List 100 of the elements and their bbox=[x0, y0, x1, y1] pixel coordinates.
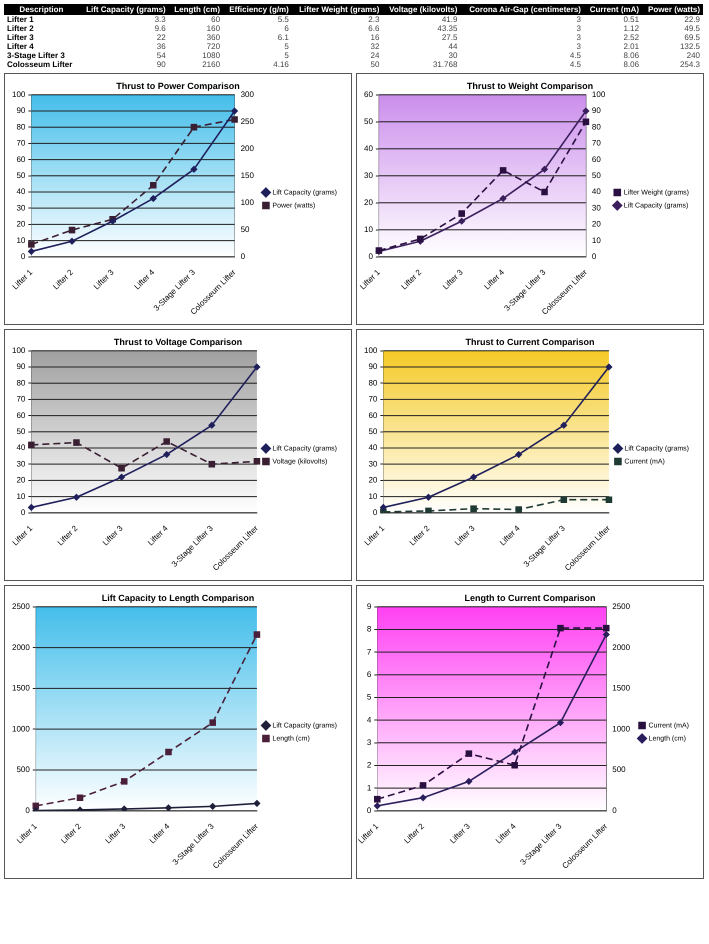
y2-tick-label: 50 bbox=[240, 224, 250, 234]
y-tick-label: 6 bbox=[366, 670, 372, 679]
y2-tick-label: 0 bbox=[612, 806, 618, 815]
y2-tick-label: 60 bbox=[592, 154, 602, 164]
y-tick-label: 3 bbox=[366, 738, 372, 747]
y2-tick-label: 20 bbox=[592, 220, 602, 229]
y-tick-label: 9 bbox=[366, 602, 372, 612]
y2-tick-label: 30 bbox=[592, 203, 602, 212]
data-label: 2160 bbox=[201, 60, 222, 69]
y-tick-label: 10 bbox=[16, 236, 26, 245]
chart-title: Thrust to Weight Comparison bbox=[466, 80, 594, 91]
y-tick-label: 500 bbox=[16, 765, 30, 774]
y-tick-label: 10 bbox=[368, 492, 378, 501]
data-label: 254.3 bbox=[678, 60, 701, 69]
y-tick-label: 80 bbox=[16, 122, 26, 132]
data-label: 6 bbox=[283, 24, 290, 33]
data-label: 1080 bbox=[201, 51, 222, 60]
data-label: 6.6 bbox=[367, 24, 380, 33]
y2-tick-label: 300 bbox=[240, 90, 254, 100]
text: Lifter Weight (grams) bbox=[292, 4, 382, 15]
y-tick-label: 30 bbox=[16, 203, 26, 212]
y-tick-label: 60 bbox=[16, 410, 26, 420]
y-tick-label: 70 bbox=[16, 138, 26, 148]
y-tick-label: 70 bbox=[16, 394, 26, 404]
y-tick-label: 70 bbox=[368, 394, 378, 404]
y-tick-label: 50 bbox=[364, 117, 374, 126]
data-label: 2.52 bbox=[622, 33, 640, 42]
y-tick-label: 90 bbox=[16, 106, 26, 116]
data-label: 36 bbox=[156, 42, 167, 51]
y2-tick-label: 1000 bbox=[612, 724, 631, 734]
y2-tick-label: 80 bbox=[592, 122, 602, 132]
category-label: Colosseum Lifter bbox=[6, 60, 74, 69]
y-tick-label: 40 bbox=[16, 187, 26, 196]
chart-title: Thrust to Voltage Comparison bbox=[114, 336, 242, 347]
y-tick-label: 2000 bbox=[12, 642, 30, 652]
category-label: Lifter 1 bbox=[6, 15, 35, 24]
text: Efficiency (g/m) bbox=[223, 4, 292, 15]
y-tick-label: 30 bbox=[368, 459, 378, 468]
data-label: 30 bbox=[448, 51, 458, 60]
y-tick-label: 5 bbox=[366, 692, 372, 702]
y-tick-label: 30 bbox=[16, 459, 26, 468]
y-tick-label: 0 bbox=[372, 508, 378, 517]
data-label: 240 bbox=[686, 51, 701, 60]
y2-tick-label: 70 bbox=[592, 138, 602, 148]
y-tick-label: 1000 bbox=[12, 724, 30, 734]
category-label: Lifter 4 bbox=[6, 42, 35, 51]
data-label: 41.9 bbox=[440, 15, 458, 24]
y2-tick-label: 100 bbox=[592, 90, 606, 100]
y-tick-label: 1 bbox=[366, 783, 372, 792]
chart-title: Lift Capacity to Length Comparison bbox=[102, 592, 254, 603]
y2-tick-label: 0 bbox=[592, 252, 597, 261]
data-label: 43.35 bbox=[436, 24, 458, 33]
y-tick-label: 20 bbox=[16, 476, 26, 485]
data-label: 49.5 bbox=[683, 24, 701, 33]
y-tick-label: 7 bbox=[366, 647, 372, 656]
y-tick-label: 80 bbox=[16, 378, 26, 388]
y2-tick-label: 100 bbox=[240, 198, 254, 207]
y-tick-label: 100 bbox=[12, 90, 26, 100]
data-label: 69.5 bbox=[683, 33, 701, 42]
y2-tick-label: 150 bbox=[240, 170, 254, 180]
data-label: 8.06 bbox=[622, 60, 640, 69]
y-tick-label: 2 bbox=[366, 760, 372, 770]
y2-tick-label: 10 bbox=[592, 236, 602, 245]
text: Voltage (kilovolts) bbox=[382, 4, 460, 15]
data-label: 60 bbox=[210, 15, 222, 24]
data-label: 160 bbox=[206, 24, 222, 33]
y-tick-label: 20 bbox=[16, 220, 26, 229]
data-label: 8.06 bbox=[622, 51, 640, 60]
chart-title: Thrust to Power Comparison bbox=[116, 80, 240, 91]
y-tick-label: 60 bbox=[16, 154, 26, 164]
category-label: Lifter 2 bbox=[6, 24, 35, 33]
data-label: 3 bbox=[576, 42, 582, 51]
y-tick-label: 20 bbox=[368, 476, 378, 485]
data-label: 27.5 bbox=[440, 33, 458, 42]
data-label: 16 bbox=[370, 33, 380, 42]
y2-tick-label: 1500 bbox=[612, 684, 631, 693]
y-tick-label: 100 bbox=[364, 346, 378, 356]
y-tick-label: 50 bbox=[16, 170, 26, 180]
data-label: 22.9 bbox=[683, 15, 701, 24]
data-label: 22 bbox=[156, 33, 167, 42]
data-label: 720 bbox=[206, 42, 222, 51]
chart-title: Length to Current Comparison bbox=[464, 592, 596, 603]
y-tick-label: 50 bbox=[368, 426, 378, 436]
text: Description bbox=[4, 4, 79, 15]
data-label: 2.01 bbox=[622, 42, 640, 51]
y2-tick-label: 0 bbox=[240, 252, 246, 261]
y-tick-label: 100 bbox=[12, 346, 26, 356]
text: Current (mA) bbox=[584, 4, 642, 15]
data-label: 90 bbox=[156, 60, 167, 69]
data-label: 5.5 bbox=[276, 15, 290, 24]
y2-tick-label: 2000 bbox=[612, 642, 631, 652]
data-label: 31.768 bbox=[432, 60, 458, 69]
category-label: 3-Stage Lifter 3 bbox=[6, 51, 66, 60]
y-tick-label: 2500 bbox=[12, 602, 30, 612]
data-label: 6.1 bbox=[276, 33, 290, 42]
y-tick-label: 90 bbox=[368, 362, 378, 372]
y-tick-label: 0 bbox=[25, 806, 30, 815]
data-label: 24 bbox=[370, 51, 380, 60]
data-label: 4.5 bbox=[568, 51, 582, 60]
data-label: 3.3 bbox=[154, 15, 167, 24]
